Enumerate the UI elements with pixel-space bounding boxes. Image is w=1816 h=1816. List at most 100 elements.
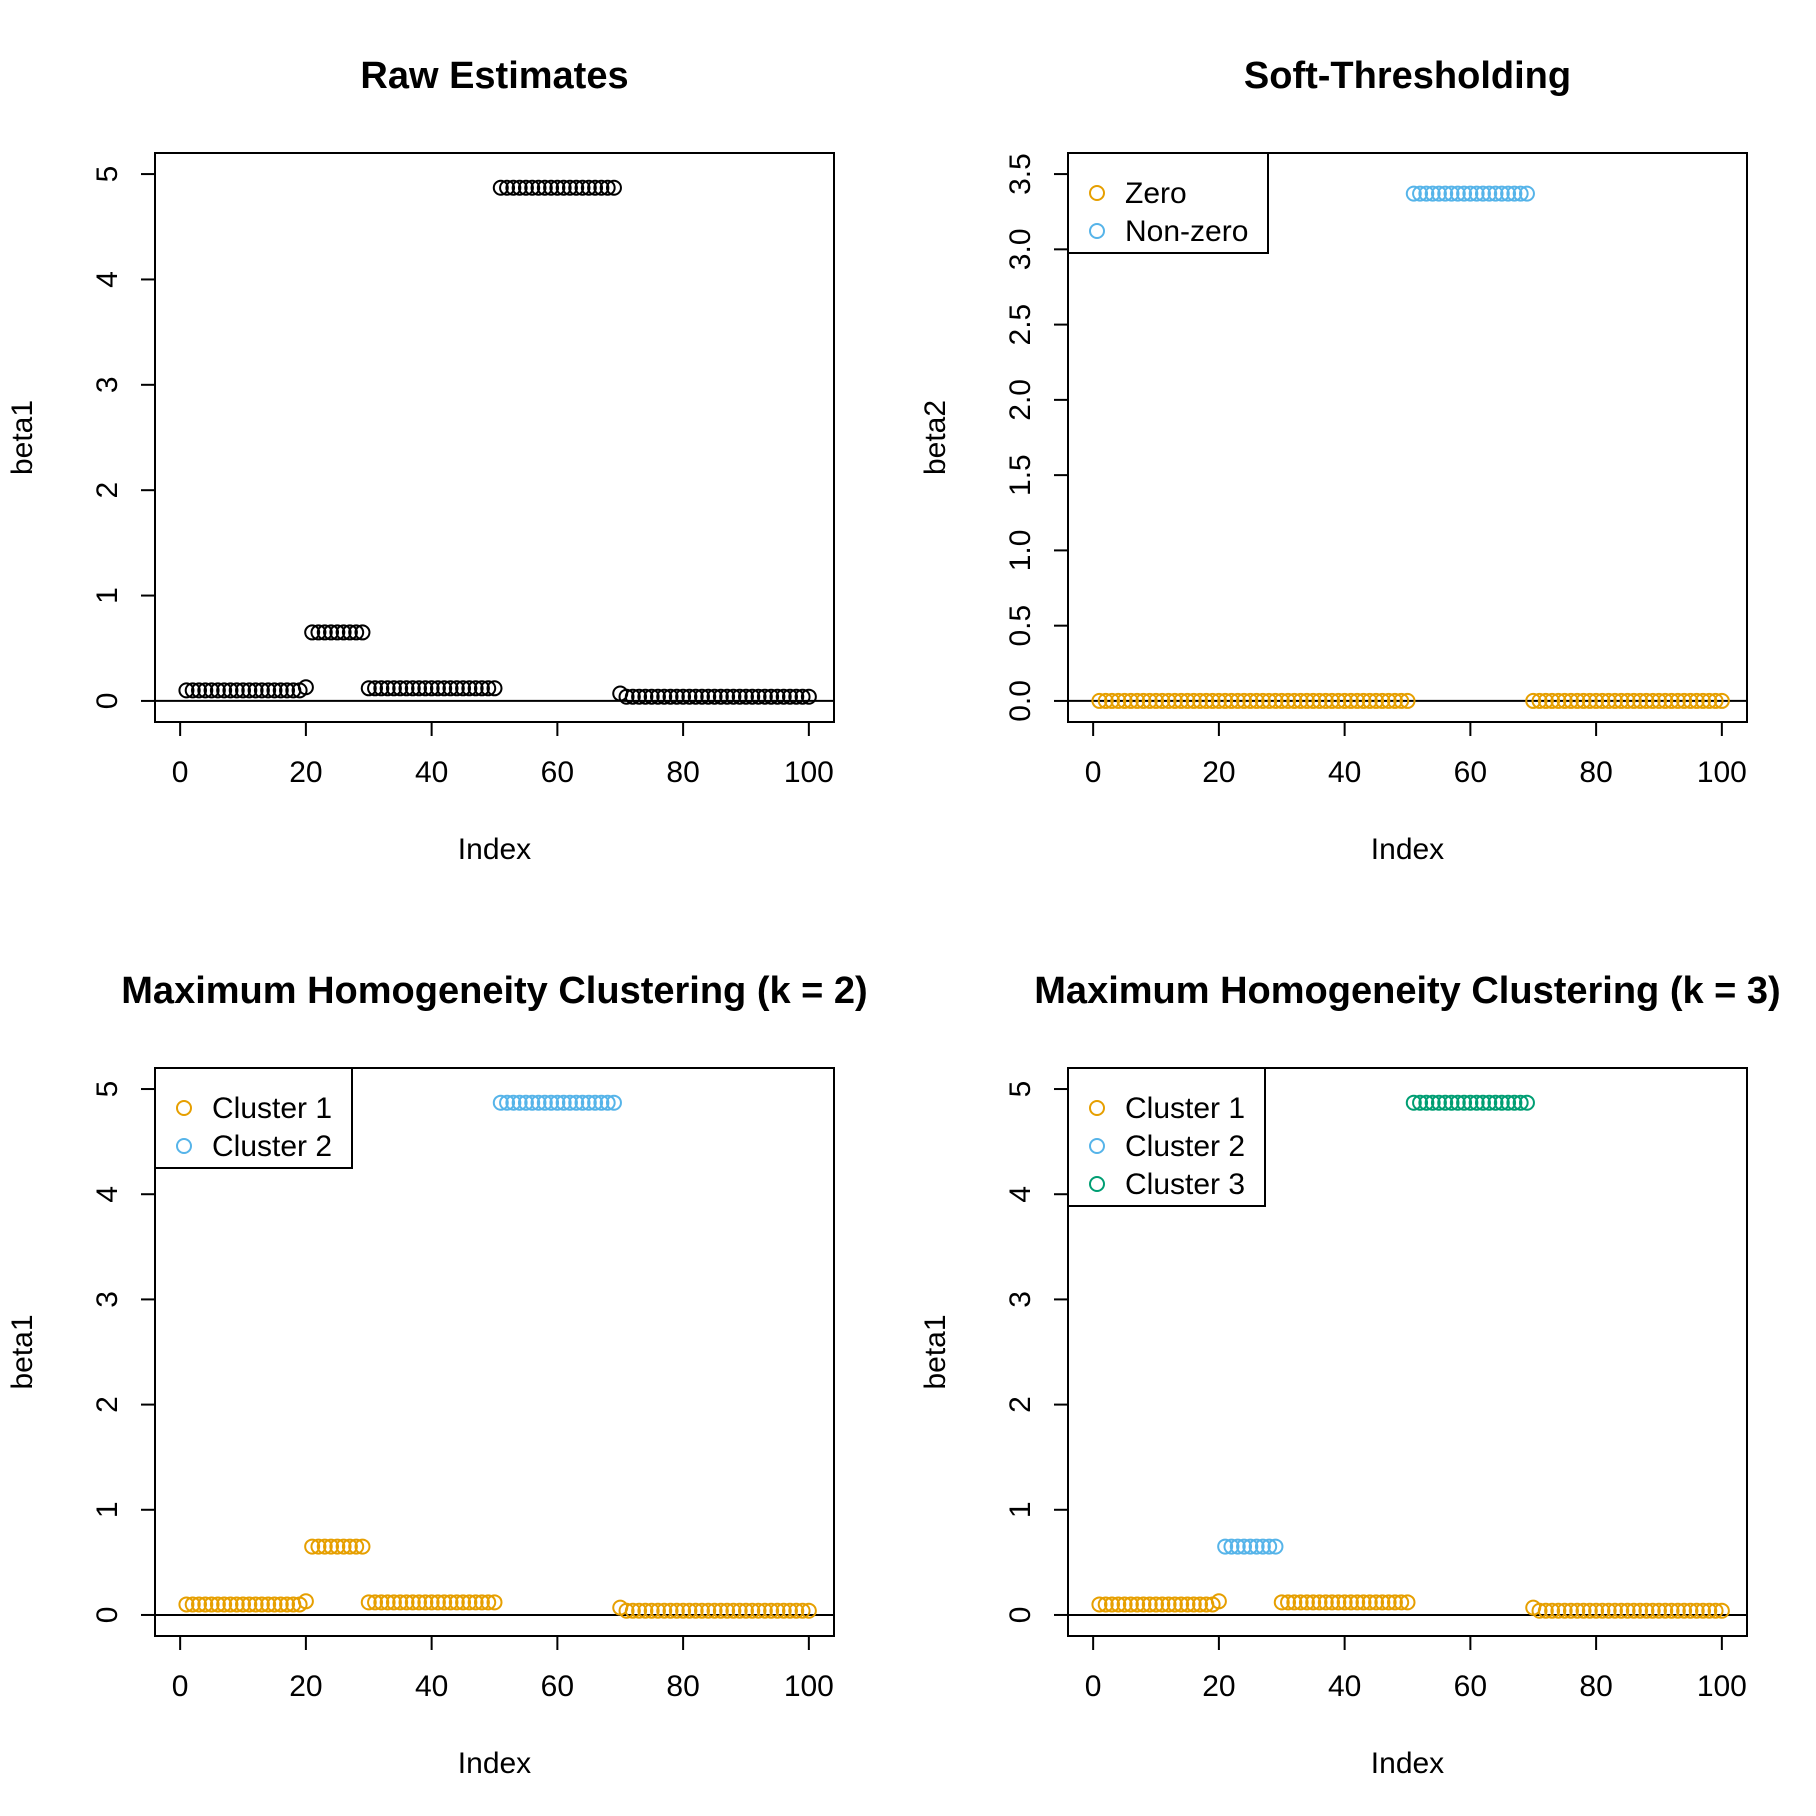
data-point — [461, 680, 478, 697]
y-tick-label: 0.5 — [1004, 605, 1037, 647]
data-point — [461, 1594, 478, 1611]
data-point — [379, 1594, 396, 1611]
data-point — [794, 1602, 811, 1619]
y-tick-label: 4 — [1004, 1186, 1037, 1203]
data-point — [1424, 1094, 1441, 1111]
data-point — [1305, 692, 1322, 709]
data-point — [335, 1538, 352, 1555]
data-point — [1217, 1538, 1234, 1555]
x-tick-label: 60 — [541, 1670, 574, 1703]
data-point — [1179, 1596, 1196, 1613]
legend-box — [1067, 1067, 1266, 1207]
data-point — [1644, 1602, 1661, 1619]
data-point — [197, 682, 214, 699]
data-point — [649, 688, 666, 705]
data-point — [1556, 692, 1573, 709]
data-point — [561, 179, 578, 196]
data-point — [1116, 1596, 1133, 1613]
data-point — [775, 1602, 792, 1619]
data-point — [411, 1594, 428, 1611]
data-point — [693, 1602, 710, 1619]
data-point — [599, 1094, 616, 1111]
data-point — [1487, 185, 1504, 202]
legend: Cluster 1 Cluster 2 — [154, 1067, 353, 1169]
data-point — [1355, 1594, 1372, 1611]
data-point — [1493, 185, 1510, 202]
data-point — [505, 1094, 522, 1111]
data-point — [455, 1594, 472, 1611]
y-tick-label: 2.5 — [1004, 304, 1037, 346]
data-point — [216, 1596, 233, 1613]
data-point — [587, 1094, 604, 1111]
data-point — [1229, 1538, 1246, 1555]
data-point — [1669, 1602, 1686, 1619]
data-point — [1173, 692, 1190, 709]
data-point — [1531, 692, 1548, 709]
data-point — [631, 1602, 648, 1619]
data-point — [316, 1538, 333, 1555]
y-axis-label: beta2 — [919, 400, 952, 475]
data-point — [1606, 1602, 1623, 1619]
data-point — [436, 680, 453, 697]
data-point — [1632, 1602, 1649, 1619]
y-axis-label: beta1 — [6, 400, 39, 475]
data-point — [1336, 692, 1353, 709]
data-point — [1122, 1596, 1139, 1613]
data-point — [719, 1602, 736, 1619]
data-point — [675, 1602, 692, 1619]
data-point — [404, 680, 421, 697]
y-tick-label: 1 — [91, 1501, 124, 1518]
data-point — [681, 688, 698, 705]
data-point — [1210, 692, 1227, 709]
data-point — [1468, 185, 1485, 202]
data-point — [316, 624, 333, 641]
data-point — [203, 1596, 220, 1613]
data-point — [1135, 692, 1152, 709]
chart-title: Maximum Homogeneity Clustering (k = 2) — [121, 970, 867, 1012]
chart-panel-3: Maximum Homogeneity Clustering (k = 2) 0 2… — [6, 970, 868, 1780]
data-point — [348, 624, 365, 641]
x-tick-label: 40 — [1328, 756, 1361, 789]
data-point — [712, 688, 729, 705]
data-point — [1443, 1094, 1460, 1111]
data-point — [1650, 1602, 1667, 1619]
data-point — [1424, 185, 1441, 202]
data-point — [631, 688, 648, 705]
data-point — [1374, 1594, 1391, 1611]
data-point — [480, 680, 497, 697]
y-tick-label: 3 — [91, 376, 124, 393]
series-cluster-2 — [1217, 1538, 1284, 1555]
data-point — [1676, 692, 1693, 709]
data-point — [329, 1538, 346, 1555]
data-point — [1694, 692, 1711, 709]
data-point — [1386, 692, 1403, 709]
data-point — [411, 680, 428, 697]
data-point — [1657, 692, 1674, 709]
data-point — [1148, 692, 1165, 709]
data-point — [587, 179, 604, 196]
data-point — [1223, 692, 1240, 709]
data-point — [467, 1594, 484, 1611]
data-point — [662, 688, 679, 705]
data-point — [1437, 1094, 1454, 1111]
data-point — [1619, 1602, 1636, 1619]
data-point — [1286, 1594, 1303, 1611]
data-point — [1531, 1602, 1548, 1619]
x-tick-label: 20 — [289, 1670, 322, 1703]
y-tick-label: 3 — [91, 1291, 124, 1308]
data-point — [247, 1596, 264, 1613]
data-point — [1493, 1094, 1510, 1111]
data-point — [1682, 692, 1699, 709]
data-point — [1663, 692, 1680, 709]
data-point — [1141, 1596, 1158, 1613]
plot-frame — [154, 152, 835, 723]
data-point — [687, 1602, 704, 1619]
data-point — [1129, 1596, 1146, 1613]
data-point — [1129, 692, 1146, 709]
data-point — [266, 1596, 283, 1613]
data-point — [1267, 692, 1284, 709]
data-point — [788, 688, 805, 705]
data-point — [1581, 692, 1598, 709]
data-point — [511, 1094, 528, 1111]
x-axis-label: Index — [458, 1747, 531, 1780]
